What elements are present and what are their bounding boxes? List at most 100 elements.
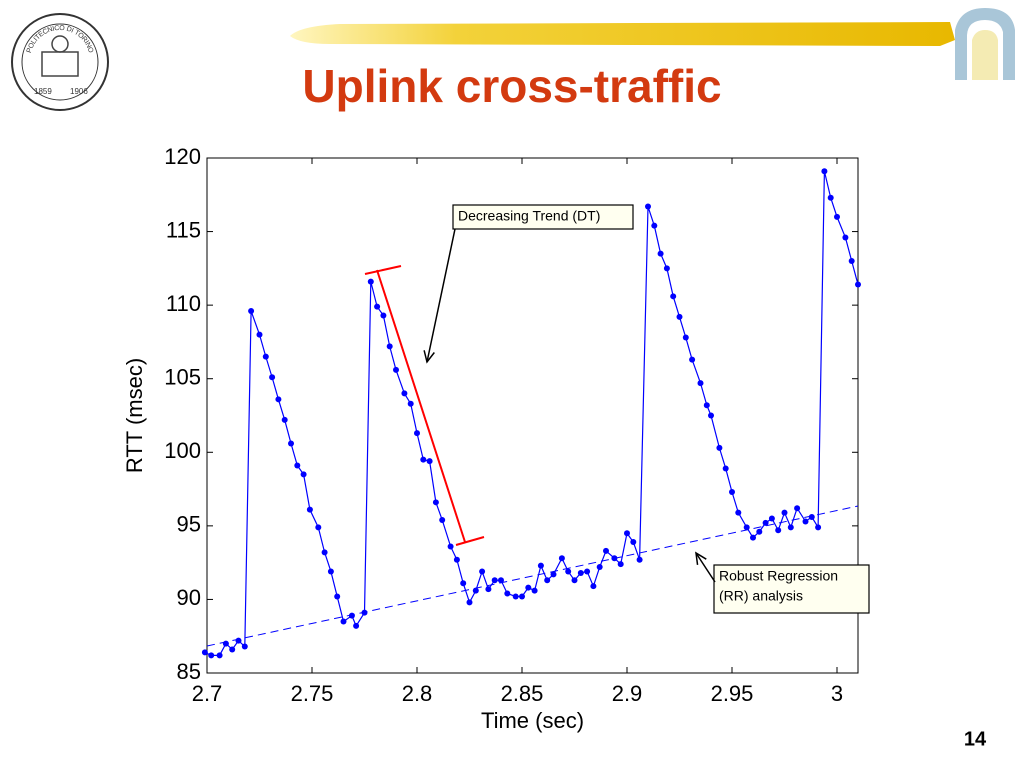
data-point (393, 366, 399, 373)
x-tick-label: 2.85 (501, 681, 544, 706)
x-tick-label: 2.75 (291, 681, 334, 706)
data-point (288, 440, 294, 447)
data-point (300, 471, 307, 478)
annotation-arrow (695, 552, 716, 583)
data-point (697, 380, 704, 387)
data-point (848, 258, 855, 264)
data-point (756, 528, 763, 535)
data-point (512, 593, 519, 600)
data-point (571, 577, 578, 584)
data-point (235, 637, 242, 644)
data-point (802, 518, 809, 525)
y-tick-label: 95 (177, 512, 201, 537)
data-point (262, 353, 269, 360)
data-point (306, 506, 313, 513)
data-point (630, 539, 637, 546)
data-point (447, 543, 454, 550)
data-point (537, 562, 544, 569)
data-point (348, 612, 355, 619)
data-point (781, 509, 788, 516)
y-tick-label: 120 (164, 144, 201, 169)
data-point (855, 281, 861, 288)
data-point (577, 569, 584, 576)
data-point (504, 590, 511, 597)
data-point (479, 568, 486, 575)
data-point (241, 643, 248, 650)
data-point (222, 640, 229, 647)
annotation-text: Robust Regression (719, 568, 838, 584)
data-point (275, 396, 282, 403)
annotation-arrowhead (695, 551, 707, 565)
data-point (367, 278, 374, 285)
data-point (596, 564, 603, 571)
data-point (550, 571, 557, 578)
corner-logo (955, 8, 1015, 80)
plot: 85 90 95 100 105 110 115 120 2.7 2.75 2.8 2.85 2.9 2.… (122, 144, 870, 733)
data-point (426, 458, 433, 465)
data-point (386, 343, 393, 350)
data-point (374, 303, 381, 310)
y-tick-label: 85 (177, 659, 201, 684)
x-tick-label: 2.9 (612, 681, 643, 706)
seal-logo: POLITECNICO DI TORINO 1859 1906 (11, 13, 109, 111)
data-point (670, 293, 677, 300)
data-point (808, 514, 815, 521)
data-point (525, 584, 532, 591)
data-point (716, 444, 723, 451)
data-point (815, 524, 822, 531)
data-point (491, 577, 498, 584)
logo-year: 1859 (34, 87, 52, 96)
data-point (498, 577, 504, 584)
data-point (834, 213, 840, 220)
data-point (414, 430, 420, 437)
data-point (248, 308, 255, 315)
data-point (269, 374, 276, 381)
data-point (689, 356, 696, 363)
data-point (657, 250, 664, 257)
annotation-box (452, 204, 634, 230)
data-point (432, 499, 439, 506)
data-point (208, 652, 215, 659)
logo-name: POLITECNICO DI TORINO (26, 25, 95, 55)
data-point (439, 516, 446, 523)
data-point (603, 547, 609, 554)
data-point (340, 618, 347, 625)
data-point (565, 568, 572, 575)
x-tick-label: 2.8 (402, 681, 433, 706)
slide-title: Uplink cross-traffic (302, 60, 721, 112)
data-point (708, 412, 714, 419)
annotation-arrow (426, 228, 456, 363)
annotation-arrowhead (423, 350, 435, 364)
data-point (420, 456, 427, 463)
data-point (682, 334, 689, 341)
data-point (663, 265, 670, 272)
data-point (787, 524, 794, 531)
data-point (617, 561, 624, 568)
data-point (722, 465, 729, 472)
data-point (361, 609, 368, 616)
data-point (466, 599, 473, 606)
x-tick-label: 2.95 (711, 681, 754, 706)
data-point (624, 530, 630, 537)
y-tick-label: 110 (166, 291, 201, 316)
data-point (544, 577, 551, 584)
data-point (703, 402, 710, 409)
data-point (401, 390, 408, 397)
data-point (460, 580, 467, 587)
data-point (380, 312, 387, 319)
data-point (453, 556, 460, 563)
x-axis-label: Time (sec) (481, 708, 584, 733)
y-axis-label: RTT (msec) (122, 358, 147, 473)
trend-bar (376, 269, 466, 543)
data-point (334, 593, 341, 600)
data-point (735, 509, 742, 516)
data-point (676, 313, 683, 320)
y-tick-label: 105 (164, 365, 201, 390)
data-point (281, 416, 288, 423)
data-point (256, 331, 263, 338)
data-point (729, 489, 735, 496)
y-tick-label: 115 (166, 217, 201, 242)
data-point (827, 194, 834, 201)
data-point (558, 555, 565, 562)
brush-stroke (290, 22, 955, 46)
